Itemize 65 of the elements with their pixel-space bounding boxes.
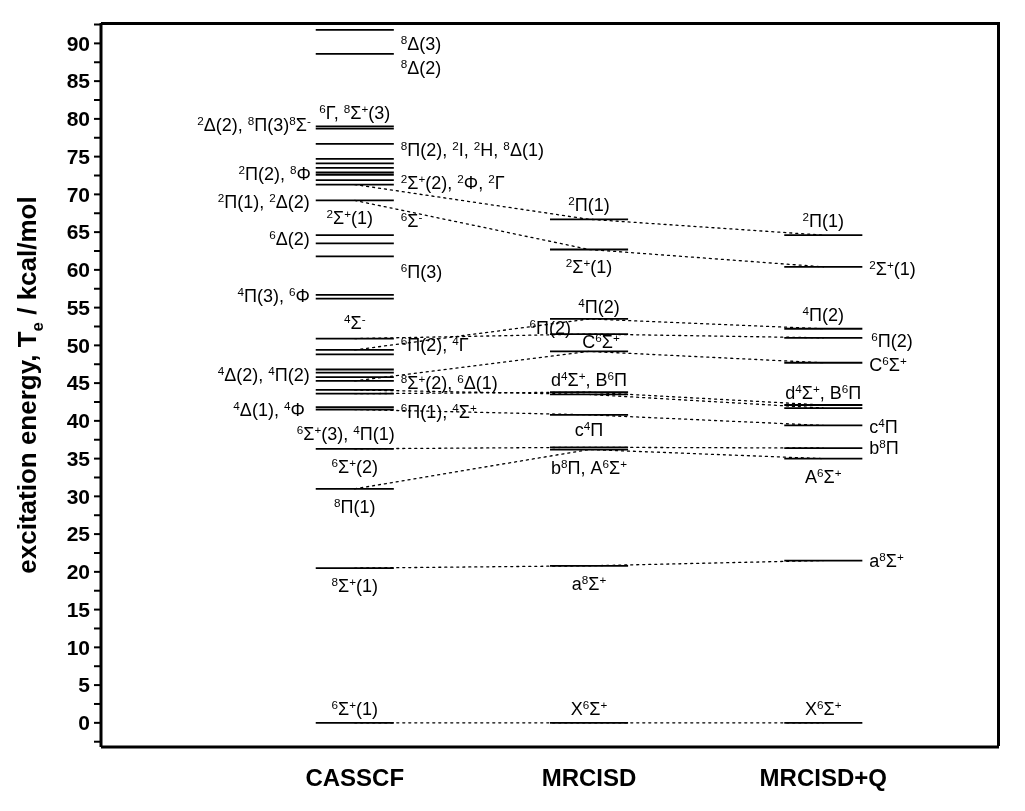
annotation: $^{6}$Π(2) — [871, 329, 913, 351]
annotation: $^{6}$Σ$^{+}$(3), $^{4}$Π(1) — [296, 422, 395, 444]
annotation: $^{2}$Σ$^{+}$(2), $^{2}$Φ, $^{2}$Γ — [400, 171, 505, 193]
y-tick-label: 15 — [66, 597, 91, 621]
annotation: $^{2}$Σ$^{+}$(1) — [869, 257, 916, 279]
annotation: $^{6}$Δ(2) — [269, 227, 310, 250]
annotation: $^{2}$Π(1) — [568, 193, 610, 216]
annotation: C$^{6}$Σ$^{+}$ — [869, 353, 907, 375]
annotation: $^{6}$Γ, $^{8}$Σ$^{+}$(3) — [319, 101, 391, 124]
annotation: $^{8}$Σ$^{+}$(2), $^{6}$Δ(1) — [400, 371, 498, 394]
y-tick-label: 55 — [66, 295, 91, 319]
y-tick-label: 65 — [66, 220, 91, 244]
annotation: $^{4}$Π(2) — [802, 303, 845, 325]
annotation: A$^{6}$Σ$^{+}$ — [805, 465, 842, 487]
annotation: $^{8}$Π(2), $^{2}$I, $^{2}$H, $^{8}$Δ(1) — [400, 138, 544, 160]
annotation: $^{6}$Σ$^{+}$(2) — [331, 455, 379, 477]
y-tick-label: 35 — [66, 446, 91, 470]
annotation: $^{2}$Π(2), $^{8}$Φ — [238, 162, 311, 185]
annotation: $^{2}$Δ(2), $^{8}$Π(3)$^{8}$Σ$^{-}$ — [197, 113, 311, 135]
annotation: b$^{8}$Π, A$^{6}$Σ$^{+}$ — [551, 456, 628, 478]
annotation: $^{4}$Π(3), $^{6}$Φ — [237, 284, 310, 306]
annotation: X$^{6}$Σ$^{+}$ — [805, 697, 842, 719]
annotation: $^{6}$Π(1), $^{4}$Σ$^{+}$ — [400, 400, 477, 423]
annotation: $^{8}$Δ(3) — [400, 32, 442, 54]
annotation: b$^{8}$Π — [869, 436, 899, 459]
annotation: a$^{8}$Σ$^{+}$ — [571, 572, 607, 594]
y-tick-label: 70 — [66, 182, 90, 206]
annotation: $^{8}$Π(1) — [334, 495, 376, 517]
annotation: X$^{6}$Σ$^{+}$ — [570, 697, 608, 719]
annotation: $^{8}$Δ(2) — [400, 56, 442, 78]
annotation: a$^{8}$Σ$^{+}$ — [869, 549, 904, 571]
y-tick-label: 50 — [66, 333, 90, 357]
annotation: $^{2}$Σ$^{+}$(1) — [326, 206, 374, 229]
x-tick-label: MRCISD — [541, 764, 637, 792]
y-tick-label: 90 — [66, 31, 90, 55]
annotation: c$^{4}$Π — [869, 415, 898, 438]
annotation: c$^{4}$Π — [574, 418, 604, 440]
y-tick-label: 45 — [66, 371, 91, 395]
annotation: $^{4}$Δ(1), $^{4}$Φ — [233, 398, 305, 420]
y-tick-label: 40 — [66, 409, 90, 433]
annotation: $^{8}$Σ$^{+}$(1) — [331, 574, 379, 597]
annotation: $^{4}$Σ$^{-}$ — [344, 311, 366, 333]
y-tick-label: 80 — [66, 107, 90, 131]
annotation: $^{6}$Σ$^{-}$ — [400, 209, 423, 232]
annotation: $^{2}$Π(1), $^{2}$Δ(2) — [217, 190, 310, 213]
y-tick-label: 85 — [66, 69, 91, 93]
annotation: $^{6}$Π(2) — [529, 316, 572, 339]
annotation: d$^{4}$Σ$^{+}$, B$^{6}$Π — [785, 381, 862, 404]
annotation: $^{2}$Π(1) — [802, 209, 845, 232]
y-tick-label: 75 — [66, 144, 91, 168]
annotation: $^{2}$Σ$^{+}$(1) — [565, 255, 613, 278]
x-tick-label: MRCISD+Q — [759, 764, 887, 792]
annotation: $^{6}$Σ$^{+}$(1) — [331, 697, 379, 719]
annotation: d$^{4}$Σ$^{+}$, B$^{6}$Π — [551, 368, 628, 391]
y-tick-label: 25 — [66, 522, 91, 546]
y-tick-label: 60 — [66, 258, 90, 282]
y-tick-label: 30 — [66, 484, 90, 508]
y-tick-label: 10 — [66, 635, 90, 659]
y-tick-label: 20 — [66, 560, 90, 584]
annotation: $^{6}$Π(3) — [400, 260, 443, 283]
annotation: $^{4}$Δ(2), $^{4}$Π(2) — [217, 363, 310, 385]
annotation: $^{4}$Π(2) — [578, 295, 620, 317]
y-tick-label: 0 — [78, 711, 90, 735]
y-tick-label: 5 — [78, 673, 91, 697]
x-tick-label: CASSCF — [305, 764, 405, 792]
